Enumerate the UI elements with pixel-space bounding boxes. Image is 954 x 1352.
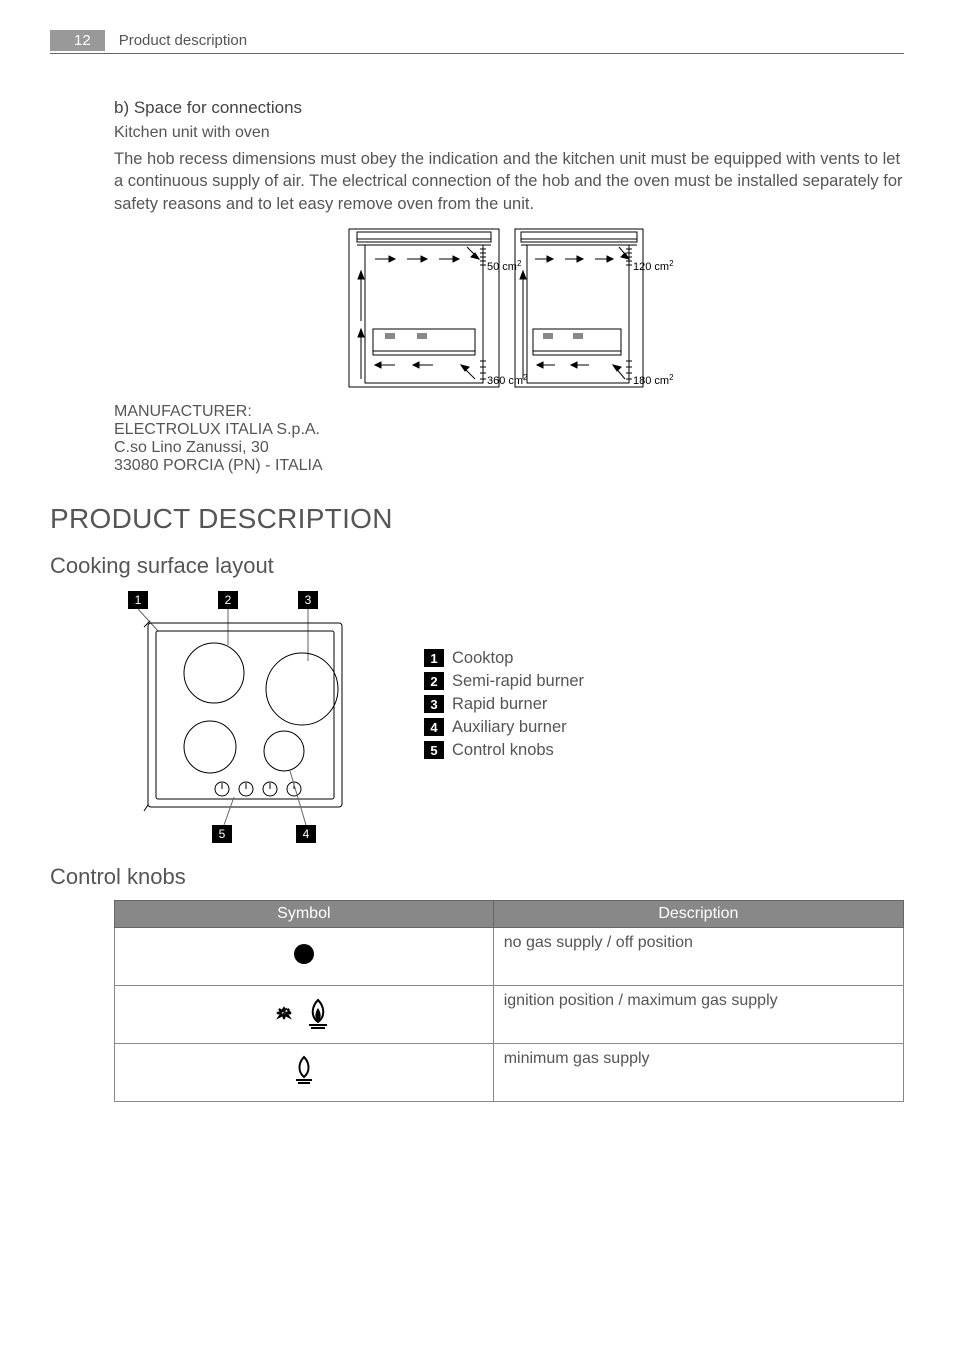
svg-text:120 cm2: 120 cm2 [633,259,674,273]
table-row: minimum gas supply [115,1043,904,1101]
cooking-surface-diagram-wrap: 1 2 3 [114,589,374,854]
legend-num-4: 4 [424,718,444,736]
legend-num-3: 3 [424,695,444,713]
cooking-surface-heading: Cooking surface layout [50,553,904,579]
legend-num-5: 5 [424,741,444,759]
desc-ignition-max: ignition position / maximum gas supply [493,985,903,1043]
vent-exp3: 2 [669,259,674,268]
callout-1: 1 [135,593,142,607]
vent-diagram: 50 cm2 360 cm2 [339,223,679,393]
manufacturer-line-2: C.so Lino Zanussi, 30 [114,439,904,457]
cooking-surface-legend: 1 Cooktop 2 Semi-rapid burner 3 Rapid burne… [424,589,584,764]
legend-item-3: 3 Rapid burner [424,695,584,714]
legend-item-1: 1 Cooktop [424,649,584,668]
desc-off: no gas supply / off position [493,927,903,985]
manufacturer-block: MANUFACTURER: ELECTROLUX ITALIA S.p.A. C… [114,403,904,475]
svg-text:360 cm2: 360 cm2 [487,373,528,387]
manufacturer-line-1: ELECTROLUX ITALIA S.p.A. [114,421,904,439]
callout-2: 2 [225,593,232,607]
product-description-heading: PRODUCT DESCRIPTION [50,503,904,535]
table-row: ignition position / maximum gas supply [115,985,904,1043]
callout-4: 4 [303,827,310,841]
spark-max-flame-icon [268,994,340,1030]
header-section-title: Product description [119,32,247,49]
symbol-ignition-max [115,985,494,1043]
vent-right-top-label: 120 cm [633,261,669,273]
vent-left-top-label: 50 cm [487,261,517,273]
symbol-off [115,927,494,985]
table-row: no gas supply / off position [115,927,904,985]
legend-num-2: 2 [424,672,444,690]
header-row: 12 Product description [50,30,904,51]
cooking-surface-diagram: 1 2 3 [114,589,374,849]
desc-min: minimum gas supply [493,1043,903,1101]
vent-diagram-wrap: 50 cm2 360 cm2 [114,223,904,393]
subsection-b-subtitle: Kitchen unit with oven [114,124,904,142]
table-header-row: Symbol Description [115,900,904,927]
legend-label-3: Rapid burner [452,695,547,714]
legend-num-1: 1 [424,649,444,667]
cooking-surface-row: 1 2 3 [114,589,904,854]
callout-3: 3 [305,593,312,607]
col-symbol: Symbol [115,900,494,927]
vent-right-bottom-label: 180 cm [633,375,669,387]
legend-item-5: 5 Control knobs [424,741,584,760]
control-knobs-heading: Control knobs [50,864,904,890]
control-knobs-table: Symbol Description no gas supply / off p… [114,900,904,1102]
vent-exp: 2 [517,259,522,268]
legend-label-5: Control knobs [452,741,554,760]
header-rule [50,53,904,54]
page-number: 12 [50,30,105,51]
vent-left-bottom-label: 360 cm [487,375,523,387]
filled-circle-icon [291,941,317,967]
col-description: Description [493,900,903,927]
svg-text:50 cm2: 50 cm2 [487,259,522,273]
page: 12 Product description b) Space for conn… [0,0,954,1142]
legend-item-2: 2 Semi-rapid burner [424,672,584,691]
svg-text:180 cm2: 180 cm2 [633,373,674,387]
legend-label-2: Semi-rapid burner [452,672,584,691]
min-flame-icon [289,1053,319,1087]
subsection-b-paragraph: The hob recess dimensions must obey the … [114,148,904,215]
content: b) Space for connections Kitchen unit wi… [50,98,904,1102]
symbol-min [115,1043,494,1101]
manufacturer-label: MANUFACTURER: [114,403,904,421]
legend-label-4: Auxiliary burner [452,718,567,737]
subsection-b-heading: b) Space for connections [114,98,904,118]
vent-exp4: 2 [669,373,674,382]
legend-label-1: Cooktop [452,649,513,668]
page-header: 12 Product description [50,30,904,54]
callout-5: 5 [219,827,226,841]
legend-item-4: 4 Auxiliary burner [424,718,584,737]
manufacturer-line-3: 33080 PORCIA (PN) - ITALIA [114,457,904,475]
